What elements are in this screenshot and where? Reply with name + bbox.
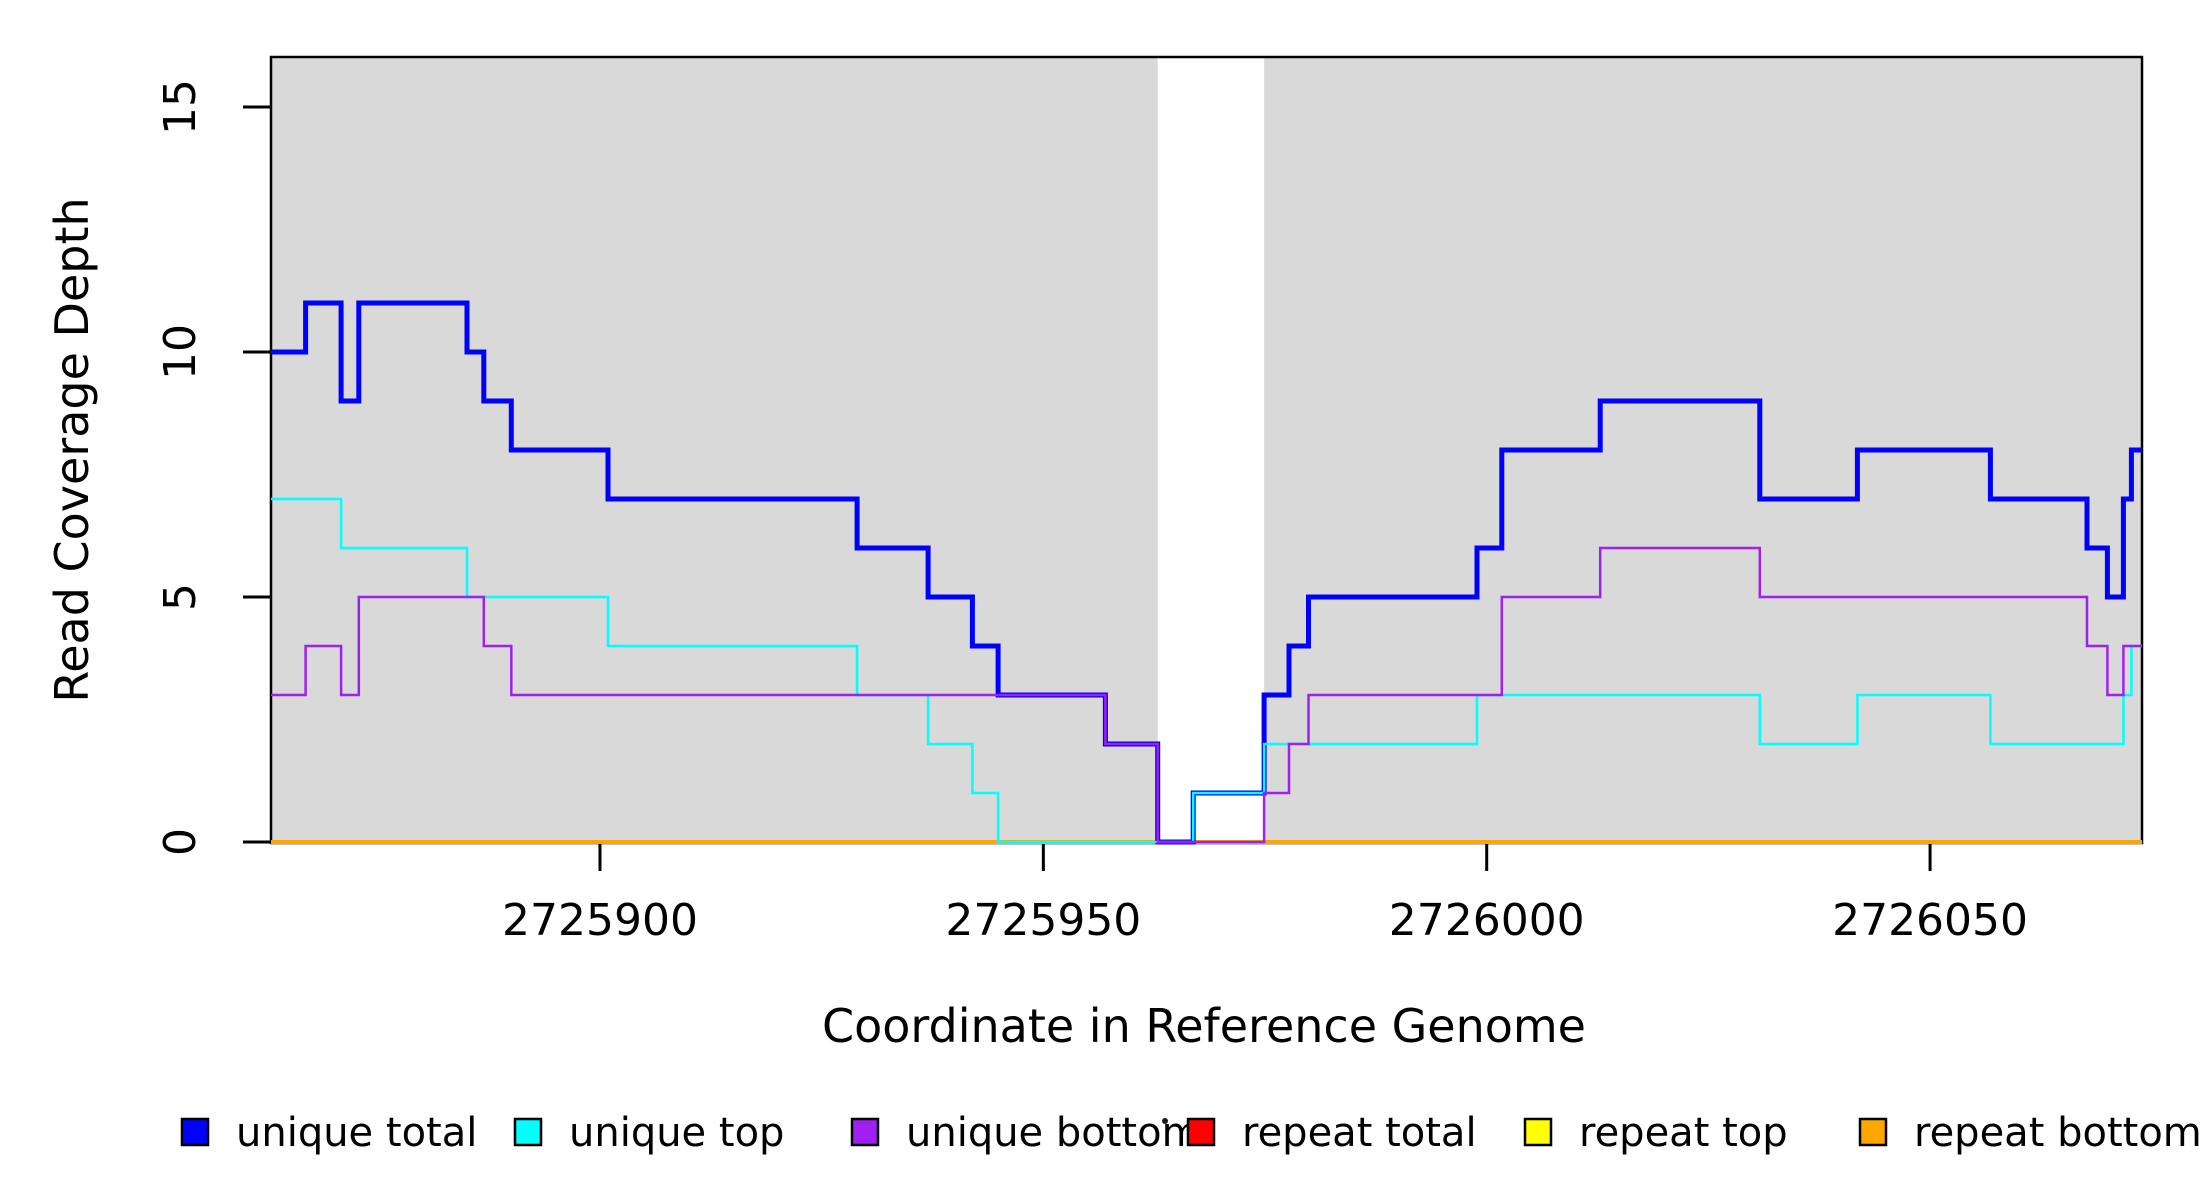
- y-axis-title: Read Coverage Depth: [45, 197, 99, 702]
- series-line-unique-bottom: [271, 546, 2142, 844]
- legend-swatch-repeat-total: [1186, 1117, 1216, 1147]
- x-tick-label-2: 2725950: [945, 895, 1141, 946]
- x-tick-label-3: 2726000: [1389, 895, 1585, 946]
- shaded-region-2: [1264, 57, 2142, 843]
- stray-dot: [1162, 1118, 1168, 1124]
- legend-swatch-unique-total: [180, 1117, 210, 1147]
- axis-ticks-layer: 2725900 2725950 2726000 2726050 0 5 10 15: [155, 79, 2028, 946]
- series-line-unique-top: [271, 497, 2142, 844]
- legend-label-repeat-top: repeat top: [1579, 1110, 1788, 1156]
- legend-label-unique-total: unique total: [236, 1110, 477, 1156]
- legend-item-unique-total: unique total: [180, 1110, 477, 1156]
- shaded-regions-layer: [271, 57, 2142, 843]
- x-axis-title: Coordinate in Reference Genome: [822, 999, 1586, 1053]
- shaded-region-1: [271, 57, 1158, 843]
- legend-item-repeat-total: repeat total: [1186, 1110, 1477, 1156]
- legend-swatch-repeat-bottom: [1858, 1117, 1888, 1147]
- legend-swatch-unique-bottom: [850, 1117, 880, 1147]
- legend-label-repeat-bottom: repeat bottom: [1914, 1110, 2200, 1156]
- legend-swatch-unique-top: [513, 1117, 543, 1147]
- legend-label-repeat-total: repeat total: [1242, 1110, 1477, 1156]
- y-tick-label-2: 5: [155, 583, 206, 611]
- legend-label-unique-top: unique top: [569, 1110, 784, 1156]
- legend: unique total unique top unique bottom repea…: [180, 1110, 2200, 1156]
- legend-item-unique-top: unique top: [513, 1110, 784, 1156]
- legend-item-repeat-bottom: repeat bottom: [1858, 1110, 2200, 1156]
- x-tick-label-4: 2726050: [1832, 895, 2028, 946]
- y-tick-label-4: 15: [155, 79, 206, 135]
- legend-label-unique-bottom: unique bottom: [906, 1110, 1201, 1156]
- y-tick-label-3: 10: [155, 324, 206, 380]
- series-lines-layer: [271, 300, 2142, 845]
- legend-swatch-repeat-top: [1523, 1117, 1553, 1147]
- x-tick-label-1: 2725900: [502, 895, 698, 946]
- legend-item-repeat-top: repeat top: [1523, 1110, 1788, 1156]
- legend-item-unique-bottom: unique bottom: [850, 1110, 1201, 1156]
- y-tick-label-1: 0: [155, 828, 206, 856]
